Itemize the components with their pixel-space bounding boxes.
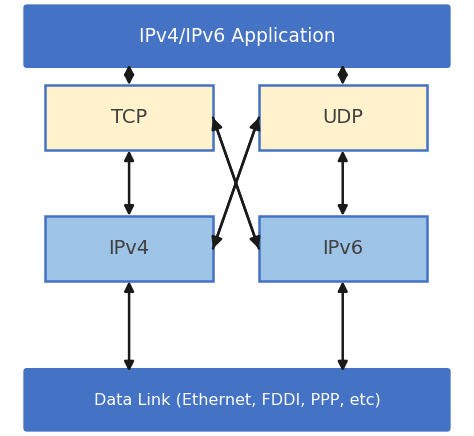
FancyBboxPatch shape bbox=[259, 85, 427, 150]
FancyBboxPatch shape bbox=[23, 4, 451, 68]
FancyBboxPatch shape bbox=[45, 216, 213, 281]
FancyBboxPatch shape bbox=[23, 368, 451, 432]
Text: IPv6: IPv6 bbox=[322, 239, 363, 258]
Text: UDP: UDP bbox=[322, 108, 363, 127]
FancyBboxPatch shape bbox=[259, 216, 427, 281]
FancyBboxPatch shape bbox=[45, 85, 213, 150]
Text: IPv4/IPv6 Application: IPv4/IPv6 Application bbox=[139, 27, 335, 46]
Text: Data Link (Ethernet, FDDI, PPP, etc): Data Link (Ethernet, FDDI, PPP, etc) bbox=[94, 392, 380, 407]
Text: TCP: TCP bbox=[111, 108, 147, 127]
Text: IPv4: IPv4 bbox=[109, 239, 150, 258]
